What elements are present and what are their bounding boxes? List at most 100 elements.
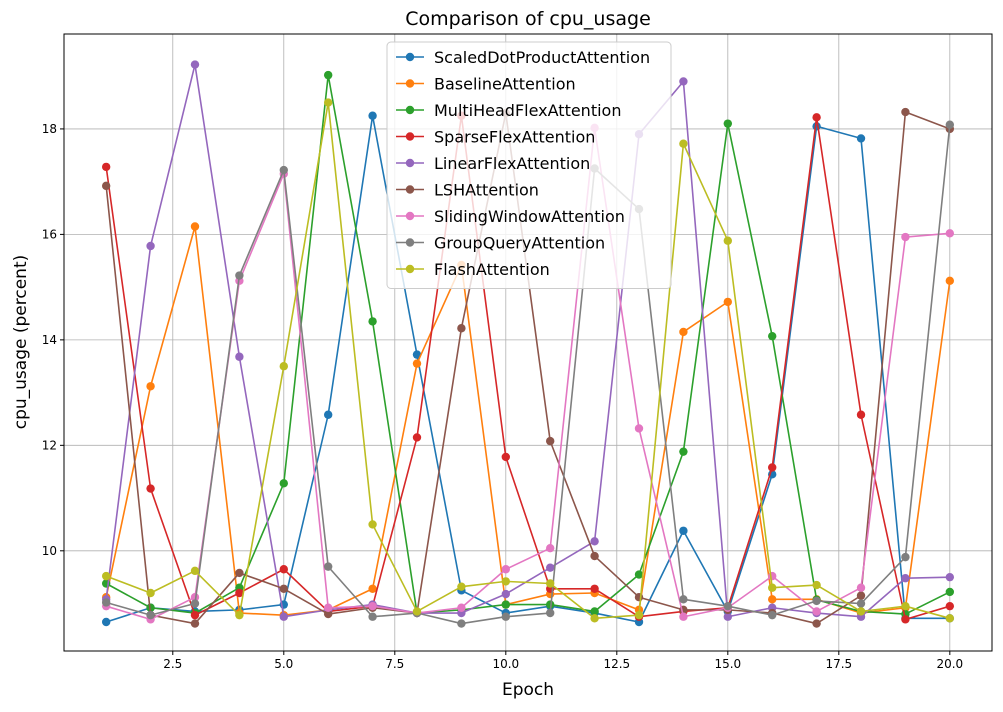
x-axis-ticks: 2.5 5.0 7.5 10.0 12.5 15.0 17.5 20.0 <box>163 651 963 671</box>
legend-swatch-marker <box>405 132 415 141</box>
series-line <box>105 63 950 618</box>
data-point <box>323 98 333 107</box>
y-tick-label: 16 <box>42 227 57 241</box>
data-point <box>812 113 821 122</box>
series-line <box>105 225 951 616</box>
data-point <box>812 596 821 606</box>
series-line <box>105 101 951 620</box>
data-point <box>768 331 777 341</box>
data-point <box>634 570 644 579</box>
data-point <box>457 619 466 628</box>
data-point <box>723 119 733 128</box>
y-axis-label: cpu_usage (percent) <box>11 255 31 430</box>
data-point <box>323 70 333 80</box>
legend-swatch-marker <box>405 79 415 88</box>
legend-entry: FlashAttention <box>396 260 550 279</box>
data-point <box>146 484 155 493</box>
data-point <box>901 232 910 242</box>
data-point <box>679 327 688 337</box>
data-point <box>901 615 910 624</box>
data-point <box>146 588 155 598</box>
data-point <box>901 601 910 611</box>
data-point <box>146 610 155 620</box>
data-point <box>146 382 155 391</box>
data-point <box>368 612 377 621</box>
data-point <box>679 77 688 86</box>
data-point <box>368 317 377 326</box>
data-point <box>945 229 955 238</box>
data-point <box>768 583 777 592</box>
data-point <box>101 598 111 607</box>
data-point <box>856 583 866 592</box>
data-point <box>546 543 555 553</box>
data-point <box>768 610 777 620</box>
data-point <box>368 111 377 120</box>
data-point <box>235 610 244 620</box>
legend-swatch-marker <box>405 211 415 221</box>
y-tick-label: 14 <box>42 333 57 347</box>
data-point <box>101 162 111 172</box>
data-point <box>101 571 111 581</box>
data-point <box>323 410 333 419</box>
data-point <box>856 607 866 616</box>
data-point <box>101 617 111 627</box>
data-point <box>323 609 333 619</box>
data-point <box>368 584 377 593</box>
x-tick-label: 2.5 <box>163 657 182 671</box>
data-point <box>501 600 510 609</box>
legend-label: SparseFlexAttention <box>434 128 595 147</box>
data-point <box>812 607 821 616</box>
data-point <box>412 433 422 442</box>
data-point <box>101 181 111 191</box>
data-point <box>190 60 200 69</box>
data-point <box>590 614 599 623</box>
data-point <box>190 222 200 231</box>
x-tick-label: 5.0 <box>274 657 293 671</box>
legend-box <box>386 41 672 289</box>
data-point <box>679 447 688 456</box>
legend-label: MultiHeadFlexAttention <box>434 101 621 120</box>
data-point <box>501 452 510 462</box>
data-point <box>412 607 422 616</box>
data-point <box>190 610 200 620</box>
legend-swatch-marker <box>405 185 415 194</box>
data-point <box>723 612 733 621</box>
y-tick-label: 12 <box>42 438 57 452</box>
data-point <box>546 608 555 618</box>
series-line <box>105 124 951 625</box>
data-point <box>679 526 688 535</box>
data-point <box>856 599 866 608</box>
data-point <box>457 582 466 591</box>
data-point <box>546 600 555 609</box>
legend-label: BaselineAttention <box>434 75 576 94</box>
data-point <box>945 601 955 611</box>
data-point <box>368 520 377 529</box>
data-point <box>501 612 510 621</box>
series-line <box>105 127 950 621</box>
legend-label: LinearFlexAttention <box>434 154 590 173</box>
x-tick-label: 17.5 <box>825 657 852 671</box>
x-tick-label: 10.0 <box>492 657 519 671</box>
data-point <box>945 587 955 597</box>
data-point <box>901 574 910 583</box>
data-point <box>634 424 644 433</box>
legend-entry: LinearFlexAttention <box>396 154 590 173</box>
legend-swatch-marker <box>405 238 415 247</box>
data-point <box>190 566 200 576</box>
y-tick-label: 10 <box>42 544 57 558</box>
data-point <box>856 591 866 600</box>
data-point <box>190 619 200 628</box>
legend-label: SlidingWindowAttention <box>434 207 625 226</box>
data-point <box>679 612 688 621</box>
data-point <box>901 552 910 562</box>
data-point <box>235 271 244 280</box>
data-point <box>323 562 333 571</box>
data-point <box>768 463 777 472</box>
data-point <box>501 577 510 586</box>
legend-label: LSHAttention <box>434 181 539 200</box>
data-point <box>235 568 244 578</box>
data-point <box>945 572 955 582</box>
legend-entry: ScaledDotProductAttention <box>396 48 650 67</box>
x-tick-label: 12.5 <box>603 657 630 671</box>
